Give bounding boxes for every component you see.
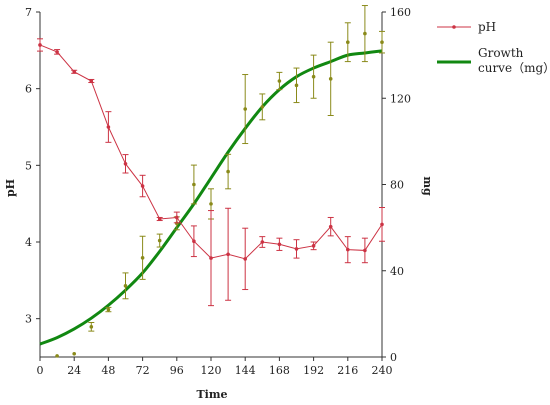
legend-ph-marker — [452, 25, 456, 29]
y-left-tick-label: 5 — [25, 159, 32, 172]
x-tick-label: 168 — [269, 364, 290, 377]
ph-point — [277, 242, 282, 247]
x-tick-label: 48 — [101, 364, 115, 377]
legend-ph-label: pH — [478, 20, 496, 34]
growth-curve-line — [39, 49, 383, 346]
ph-point — [294, 247, 299, 251]
mass-point — [243, 107, 247, 111]
mass-point — [140, 256, 145, 260]
ph-point — [106, 125, 111, 129]
mass-point — [72, 351, 76, 356]
mass-point — [106, 307, 111, 312]
ph-point — [243, 257, 247, 261]
ph-point — [89, 79, 94, 83]
ph-point — [260, 240, 265, 244]
mass-point — [209, 202, 213, 206]
y-left-ticks: 3 4 5 6 7 — [25, 6, 40, 326]
y-right-tick-label: 120 — [390, 92, 411, 105]
legend: pH Growth curve（mg） — [437, 20, 550, 75]
ph-point — [192, 239, 196, 244]
ph-point — [157, 217, 162, 221]
y-right-ticks: 0 40 80 120 160 — [382, 6, 411, 364]
ph-point — [311, 244, 316, 248]
y-right-tick-label: 160 — [390, 6, 411, 19]
legend-growth-label-line1: Growth — [478, 46, 524, 60]
y-left-tick-label: 4 — [25, 236, 32, 249]
mass-point — [55, 354, 59, 358]
ph-point — [209, 256, 213, 260]
ph-point — [123, 162, 128, 166]
mass-point — [311, 74, 316, 79]
x-ticks: 0 24 48 72 96 120 144 168 192 216 240 — [37, 357, 393, 377]
mass-point — [192, 182, 196, 187]
x-tick-label: 240 — [372, 364, 393, 377]
x-tick-label: 192 — [303, 364, 324, 377]
y-left-tick-label: 7 — [25, 6, 32, 19]
x-tick-label: 72 — [136, 364, 150, 377]
y-left-axis-title: pH — [4, 179, 17, 197]
ph-point — [380, 222, 384, 227]
ph-point — [38, 43, 42, 47]
mass-point — [328, 77, 333, 81]
x-axis-title: Time — [196, 388, 227, 401]
y-right-tick-label: 80 — [390, 179, 404, 192]
x-tick-label: 144 — [235, 364, 256, 377]
mass-point — [294, 83, 299, 88]
x-tick-label: 24 — [67, 364, 81, 377]
legend-growth-label: Growth curve（mg） — [478, 46, 550, 75]
ph-point — [72, 70, 76, 74]
legend-item-ph: pH — [437, 20, 496, 34]
ph-point — [363, 248, 367, 253]
y-left-tick-label: 6 — [25, 83, 32, 96]
mass-point — [380, 40, 384, 44]
mass-point — [89, 325, 94, 329]
ph-point — [226, 252, 230, 257]
x-tick-label: 216 — [337, 364, 358, 377]
mass-point — [123, 284, 128, 288]
mass-point — [277, 79, 282, 83]
y-right-tick-label: 40 — [390, 265, 404, 278]
mass-point — [363, 31, 367, 36]
ph-point — [346, 247, 350, 252]
mass-point — [346, 40, 350, 44]
mass-point — [157, 238, 162, 243]
x-tick-label: 120 — [201, 364, 222, 377]
ph-point — [55, 50, 59, 54]
x-tick-label: 96 — [170, 364, 184, 377]
y-right-axis-title: mg — [421, 176, 434, 196]
x-tick-label: 0 — [37, 364, 44, 377]
plot-area — [37, 5, 385, 358]
ph-point — [140, 184, 145, 188]
y-left-tick-label: 3 — [25, 313, 32, 326]
legend-item-growth: Growth curve（mg） — [437, 46, 550, 75]
y-right-tick-label: 0 — [390, 351, 397, 364]
ph-point — [328, 224, 333, 229]
ph-point — [175, 215, 179, 220]
mass-point — [260, 105, 265, 109]
legend-growth-label-line2: curve（mg） — [478, 61, 550, 75]
mass-point — [226, 169, 230, 174]
